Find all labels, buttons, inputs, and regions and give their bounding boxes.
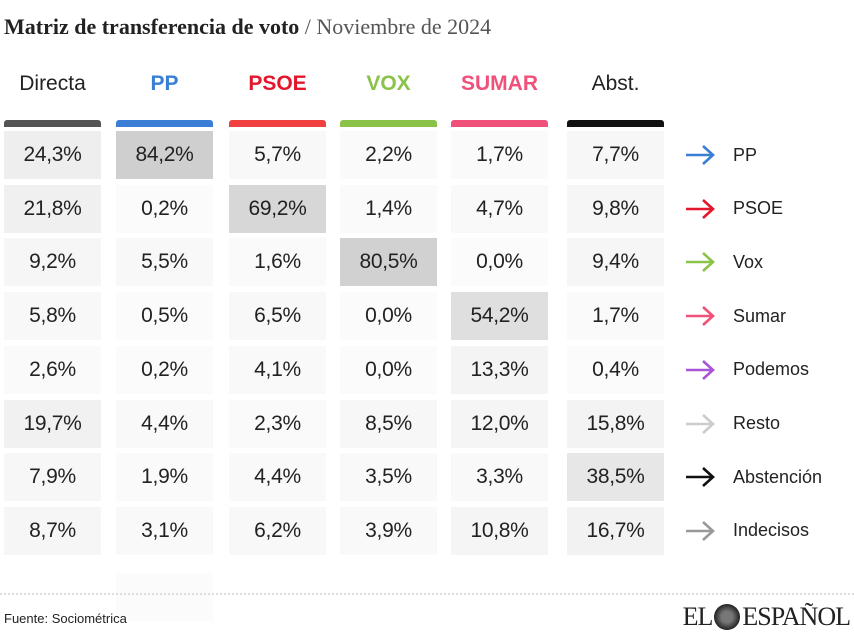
legend-label: Resto (733, 413, 781, 433)
matrix-cell: 1,9% (116, 453, 213, 502)
column-bar (4, 120, 101, 127)
matrix-cell: 10,8% (451, 506, 548, 555)
title-main: Matriz de transferencia de voto (4, 14, 300, 39)
column-header: Directa (19, 72, 86, 95)
legend-label: Abstención (733, 466, 823, 487)
matrix-cell: 2,2% (340, 131, 437, 179)
column-header: SUMAR (461, 72, 538, 95)
column-bar (451, 120, 548, 127)
matrix-cell: 9,2% (4, 238, 101, 287)
matrix-cell: 4,4% (229, 453, 326, 502)
matrix-cell: 0,0% (340, 345, 437, 394)
matrix-cell: 4,7% (451, 184, 548, 233)
legend-item: Podemos (684, 355, 809, 385)
column-bar (340, 120, 437, 127)
matrix-cell: 80,5% (340, 238, 437, 287)
arrow-right-icon (686, 198, 715, 219)
matrix-cell: 3,1% (116, 506, 213, 555)
matrix-cell: 19,7% (4, 399, 101, 448)
matrix-cell: 0,0% (451, 238, 548, 287)
matrix-cell: 0,4% (567, 345, 664, 394)
lion-icon (714, 604, 741, 630)
matrix-cell: 6,5% (229, 292, 326, 341)
matrix-cell: 16,7% (567, 506, 664, 555)
legend-item: Sumar (684, 301, 786, 331)
legend-label: Vox (733, 251, 764, 272)
matrix-cell: 8,5% (340, 399, 437, 448)
matrix-cell: 0,0% (340, 292, 437, 341)
matrix-cell: 1,7% (567, 292, 664, 341)
matrix-cell: 0,5% (116, 292, 213, 341)
legend-label: Podemos (733, 359, 810, 380)
matrix-cell: 84,2% (116, 131, 213, 179)
matrix-cell: 8,7% (4, 506, 101, 555)
arrow-right-icon (686, 359, 715, 380)
arrow-right-icon (686, 520, 715, 541)
column-bar (567, 120, 664, 127)
chart-title: Matriz de transferencia de voto / Noviem… (4, 14, 491, 40)
matrix-cell: 7,7% (567, 131, 664, 179)
matrix-cell: 54,2% (451, 292, 548, 341)
title-sub: / Noviembre de 2024 (304, 14, 492, 39)
matrix-cell: 13,3% (451, 345, 548, 394)
matrix-cell: 3,3% (451, 453, 548, 502)
column-header: PP (150, 72, 179, 95)
matrix-cell: 38,5% (567, 453, 664, 502)
arrow-right-icon (686, 145, 715, 165)
legend-item: PP (684, 140, 757, 170)
matrix-cell: 15,8% (567, 399, 664, 448)
matrix-cell: 3,5% (340, 453, 437, 502)
legend-item: Abstención (684, 462, 822, 492)
legend-item: Indecisos (684, 516, 809, 546)
matrix-cell: 7,9% (4, 453, 101, 502)
legend-item: Vox (684, 247, 763, 277)
matrix-cell: 2,6% (4, 345, 101, 394)
matrix-cell: 0,2% (116, 184, 213, 233)
matrix-cell: 4,4% (116, 399, 213, 448)
empty-cell (116, 573, 213, 621)
arrow-right-icon (686, 306, 715, 327)
arrow-right-icon (686, 467, 715, 488)
matrix-cell: 1,6% (229, 238, 326, 287)
legend-label: PP (733, 144, 758, 165)
el-espanol-logo: EL ESPAÑOL (682, 602, 851, 631)
divider (0, 593, 854, 595)
matrix-cell: 9,4% (567, 238, 664, 287)
legend-item: Resto (684, 409, 780, 439)
matrix-cell: 1,7% (451, 131, 548, 179)
column-header: VOX (366, 72, 411, 95)
matrix-cell: 5,8% (4, 292, 101, 341)
legend-label: PSOE (733, 198, 784, 219)
arrow-right-icon (686, 252, 715, 273)
column-header: PSOE (248, 72, 307, 95)
matrix-cell: 69,2% (229, 184, 326, 233)
matrix-cell: 2,3% (229, 399, 326, 448)
source-note: Fuente: Sociométrica (4, 611, 127, 626)
column-bar (116, 120, 213, 127)
matrix-cell: 24,3% (4, 131, 101, 179)
matrix-cell: 3,9% (340, 506, 437, 555)
column-bar (229, 120, 326, 127)
column-header: Abst. (591, 72, 640, 95)
matrix-cell: 4,1% (229, 345, 326, 394)
legend-label: Sumar (733, 305, 787, 326)
matrix-cell: 5,7% (229, 131, 326, 179)
matrix-cell: 9,8% (567, 184, 664, 233)
arrow-right-icon (686, 413, 715, 434)
legend-label: Indecisos (733, 520, 810, 541)
legend-item: PSOE (684, 194, 783, 224)
matrix-cell: 5,5% (116, 238, 213, 287)
matrix-cell: 6,2% (229, 506, 326, 555)
matrix-cell: 21,8% (4, 184, 101, 233)
matrix-cell: 0,2% (116, 345, 213, 394)
matrix-cell: 1,4% (340, 184, 437, 233)
matrix-cell: 12,0% (451, 399, 548, 448)
